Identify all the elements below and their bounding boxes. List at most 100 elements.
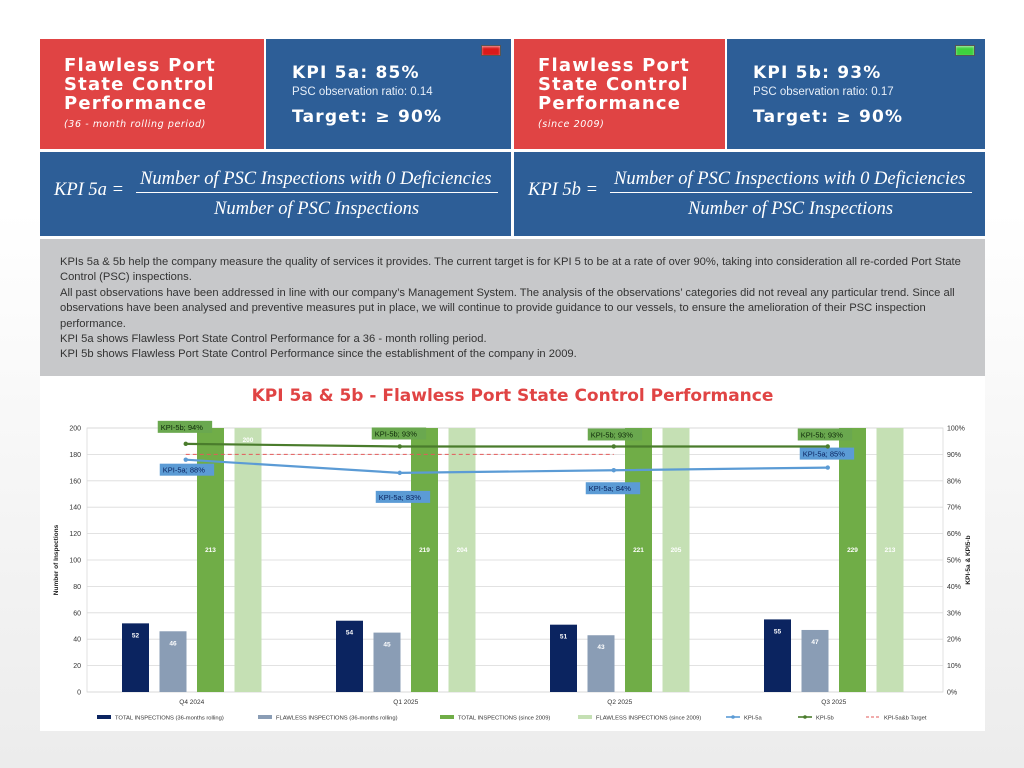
kpi-5a-formula: KPI 5a = Number of PSC Inspections with …: [40, 152, 511, 236]
kpi-5b-data-label: KPI-5b; 93%: [591, 430, 633, 439]
formula-5a-denominator: Number of PSC Inspections: [214, 199, 420, 219]
kpi-5b-data-label: KPI-5b; 93%: [375, 429, 417, 438]
x-tick-label: Q1 2025: [393, 699, 418, 706]
y2-tick-label: 80%: [947, 478, 961, 485]
data-label-box: [799, 447, 855, 460]
description-paragraph-1: KPIs 5a & 5b help the company measure th…: [60, 256, 961, 284]
formula-5a-lhs: KPI 5a =: [54, 180, 125, 200]
kpi-5a-line: [185, 458, 828, 474]
bar-data-label: 205: [671, 547, 682, 554]
bar-data-label: 229: [847, 547, 858, 554]
formula-5b-numerator: Number of PSC Inspections with 0 Deficie…: [614, 169, 966, 189]
data-label-box: [375, 490, 431, 503]
y-tick-label: 200: [69, 426, 81, 433]
y-tick-label: 60: [73, 610, 81, 617]
kpi-5a-point: [183, 457, 188, 462]
y2-tick-label: 40%: [947, 584, 961, 591]
bar-data-label: 54: [346, 630, 354, 637]
bar: [234, 428, 262, 692]
kpi-5b-observation-ratio: PSC observation ratio: 0.17: [753, 86, 894, 98]
kpi-5a-data-label: KPI-5a; 88%: [163, 466, 205, 475]
formula-5b-denominator: Number of PSC Inspections: [688, 199, 894, 219]
bar-data-label: 45: [383, 642, 391, 649]
kpi-5a-title-block: Flawless Port State Control Performance …: [40, 39, 264, 149]
data-label-box: [585, 482, 641, 495]
bar-data-label: 47: [811, 639, 819, 646]
chart-title: KPI 5a & 5b - Flawless Port State Contro…: [251, 386, 774, 406]
kpi-5b-point: [183, 441, 188, 447]
bar: [839, 428, 866, 692]
x-tick-label: Q3 2025: [821, 699, 846, 706]
bar: [876, 428, 904, 692]
y-tick-label: 80: [73, 584, 81, 591]
bar: [662, 428, 690, 692]
y-tick-label: 0: [77, 690, 81, 697]
legend-label: KPI-5b: [816, 716, 834, 722]
bar: [122, 623, 149, 692]
y2-tick-label: 100%: [947, 426, 965, 433]
bar-data-label: 213: [205, 547, 216, 554]
description-paragraph-3: KPI 5a shows Flawless Port State Control…: [60, 333, 487, 346]
y2-axis-label: KPI-5a & KPI5-b: [965, 535, 972, 584]
bar-data-label: 213: [885, 547, 896, 554]
y2-tick-label: 70%: [947, 505, 961, 512]
legend-swatch: [578, 715, 592, 719]
formula-5b-fraction-bar: [610, 192, 972, 193]
kpi-5b-summary: KPI 5b: 93% PSC observation ratio: 0.17 …: [727, 39, 985, 149]
bar-data-label: 221: [633, 547, 644, 554]
y2-tick-label: 0%: [947, 690, 957, 697]
bar-data-label: 51: [560, 634, 568, 641]
legend-swatch: [97, 715, 111, 719]
data-label-box: [157, 420, 213, 433]
kpi-5a-point: [611, 468, 616, 473]
y2-tick-label: 60%: [947, 531, 961, 538]
x-tick-label: Q4 2024: [179, 699, 204, 706]
bar-data-label: 46: [169, 640, 177, 647]
data-label-box: [159, 463, 215, 476]
y2-tick-label: 30%: [947, 610, 961, 617]
kpi-5a-summary: KPI 5a: 85% PSC observation ratio: 0.14 …: [266, 39, 511, 149]
y2-tick-label: 20%: [947, 637, 961, 644]
bar: [801, 629, 829, 692]
legend-swatch: [440, 715, 454, 719]
formula-5a-numerator: Number of PSC Inspections with 0 Deficie…: [140, 169, 492, 189]
bar-data-label: 204: [457, 547, 468, 554]
y2-tick-label: 90%: [947, 452, 961, 459]
kpi-5b-point: [611, 444, 616, 449]
kpi-5a-point: [397, 470, 402, 476]
legend-swatch: [258, 715, 272, 719]
legend-swatch-marker: [803, 715, 807, 719]
legend-label: TOTAL INSPECTIONS (since 2009): [458, 716, 550, 722]
bar-data-label: 43: [597, 644, 605, 651]
bar-data-label: 219: [419, 547, 430, 554]
bar-data-label: 52: [132, 632, 140, 639]
y-tick-label: 120: [69, 531, 81, 538]
bar: [764, 619, 791, 692]
legend-label: TOTAL INSPECTIONS (36-months rolling): [115, 716, 224, 722]
legend-label: KPI-5a: [744, 716, 762, 722]
description-panel: KPIs 5a & 5b help the company measure th…: [40, 239, 985, 376]
y-tick-label: 40: [73, 637, 81, 644]
kpi-5a-point: [825, 465, 830, 470]
y-axis-label: Number of Inspections: [53, 524, 60, 595]
kpi-5b-line: [185, 442, 828, 448]
description-paragraph-4: KPI 5b shows Flawless Port State Control…: [60, 348, 577, 361]
status-indicator-red: [481, 45, 501, 56]
legend-label: KPI-5a&b Target: [884, 716, 927, 722]
bar: [159, 631, 187, 692]
y2-tick-label: 10%: [947, 663, 961, 670]
kpi-5b-data-label: KPI-5b; 93%: [801, 430, 843, 439]
data-label-box: [587, 428, 643, 441]
bar: [336, 620, 363, 692]
kpi-5b-formula: KPI 5b = Number of PSC Inspections with …: [514, 152, 985, 236]
bar-data-label: 55: [774, 628, 782, 635]
bar-data-label: 200: [243, 437, 254, 444]
y-tick-label: 160: [69, 478, 81, 485]
kpi-5a-data-label: KPI-5a; 83%: [379, 493, 421, 502]
y-tick-label: 100: [69, 558, 81, 565]
kpi-5a-value: KPI 5a: 85%: [292, 63, 420, 83]
kpi-5b-block-title: Flawless Port State Control Performance: [538, 55, 690, 114]
kpi-5b-target: Target: ≥ 90%: [753, 107, 904, 127]
kpi-5a-block-subtitle: (36 - month rolling period): [64, 119, 206, 130]
bar: [550, 624, 577, 692]
